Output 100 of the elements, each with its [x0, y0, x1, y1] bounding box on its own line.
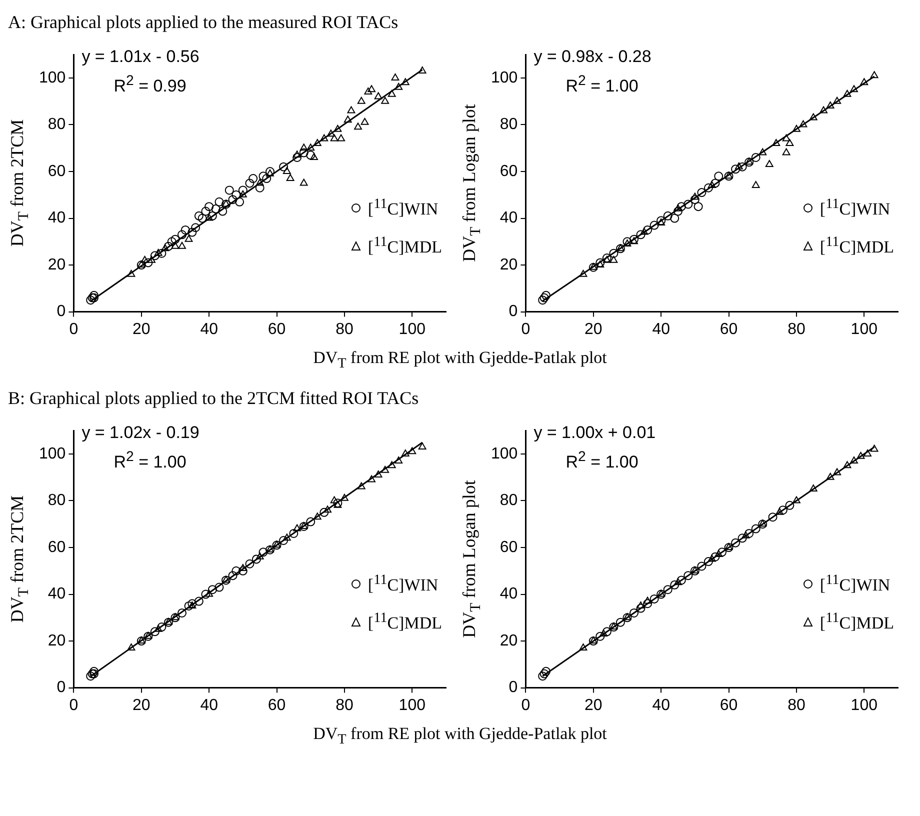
x-tick-label: 40 — [200, 696, 218, 714]
point — [579, 644, 588, 651]
point — [640, 228, 648, 235]
point — [218, 206, 228, 216]
point — [381, 96, 390, 104]
point — [542, 290, 551, 300]
point — [738, 162, 747, 172]
point — [214, 582, 224, 592]
point — [136, 260, 146, 270]
point — [161, 244, 170, 252]
point — [697, 188, 706, 198]
point — [657, 590, 666, 597]
point — [833, 96, 842, 104]
y-tick-label: 100 — [38, 445, 66, 462]
point — [684, 571, 693, 580]
point — [188, 599, 197, 608]
point — [860, 78, 868, 86]
point — [90, 669, 99, 678]
point — [643, 225, 652, 234]
point — [616, 244, 624, 252]
point — [542, 666, 551, 676]
point — [731, 538, 740, 548]
y-tick-label: 60 — [500, 538, 518, 556]
point — [388, 90, 396, 97]
point — [616, 618, 625, 627]
point — [870, 444, 878, 452]
point — [391, 73, 400, 80]
point — [238, 564, 247, 572]
point — [724, 543, 733, 550]
annotation: y = 1.01x - 0.56 — [82, 46, 200, 67]
point — [718, 548, 726, 557]
point — [745, 158, 754, 165]
point — [768, 512, 778, 522]
y-tick-label: 60 — [500, 162, 518, 180]
point — [708, 181, 716, 188]
point — [340, 494, 348, 501]
point — [843, 461, 852, 468]
point — [194, 596, 204, 606]
point — [744, 158, 754, 167]
point — [144, 632, 153, 641]
point — [224, 186, 234, 195]
point — [282, 167, 291, 174]
point — [644, 596, 652, 604]
point — [418, 66, 426, 74]
y-tick-label: 0 — [56, 303, 66, 320]
point — [90, 666, 99, 676]
x-tick-label: 20 — [584, 696, 602, 714]
y-tick-label: 20 — [500, 256, 518, 274]
point — [610, 622, 618, 630]
point — [778, 506, 788, 515]
point — [623, 239, 632, 246]
chart-title: A: Graphical plots applied to the measured ROI TACs — [8, 12, 398, 33]
x-tick-label: 20 — [132, 320, 150, 338]
point — [262, 174, 272, 184]
point — [154, 624, 162, 632]
y-tick-label: 100 — [490, 445, 518, 462]
point — [708, 554, 716, 562]
point — [170, 613, 180, 622]
point — [589, 262, 598, 270]
point — [690, 566, 699, 574]
point — [684, 200, 693, 209]
point — [596, 260, 604, 268]
point — [782, 148, 790, 156]
point — [310, 152, 318, 160]
point — [670, 580, 680, 590]
point — [228, 571, 238, 580]
point — [650, 594, 659, 604]
point — [833, 468, 842, 476]
point — [690, 566, 700, 576]
x-axis-title: DV$_{T}$ from RE plot with Gjedde-Patlak plot — [312, 348, 608, 372]
point — [228, 195, 238, 204]
point — [758, 148, 767, 156]
point — [630, 237, 638, 244]
y-tick-label: 80 — [500, 492, 518, 510]
point — [364, 88, 372, 95]
point — [272, 540, 281, 548]
point — [289, 528, 298, 538]
point — [538, 296, 548, 305]
point — [843, 90, 852, 97]
point — [401, 78, 410, 86]
point — [170, 234, 180, 244]
x-tick-label: 80 — [788, 696, 806, 714]
point — [742, 531, 750, 538]
point — [792, 496, 800, 504]
point — [826, 472, 834, 480]
point — [214, 197, 224, 206]
point — [751, 152, 760, 162]
annotation: y = 1.02x - 0.19 — [82, 422, 200, 443]
point — [636, 604, 646, 613]
point — [238, 186, 248, 195]
point — [167, 237, 176, 246]
point — [596, 258, 605, 268]
point — [282, 534, 291, 541]
x-tick-label: 0 — [69, 320, 78, 338]
point — [208, 211, 217, 220]
point — [394, 82, 403, 90]
point — [374, 92, 382, 100]
legend-label: [$^{11}$C]MDL — [368, 234, 442, 258]
point — [752, 181, 760, 188]
legend-label: [$^{11}$C]MDL — [820, 610, 894, 634]
